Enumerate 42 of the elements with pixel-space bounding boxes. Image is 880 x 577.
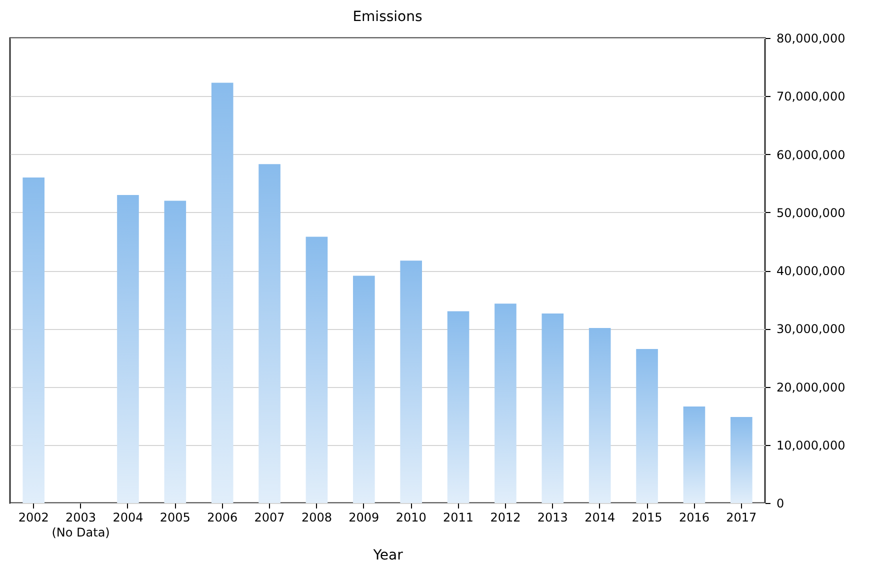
bar [352, 276, 375, 503]
x-tick-label: 2006 [207, 510, 238, 524]
bar [164, 200, 186, 503]
x-tick-label: 2016 [678, 510, 710, 524]
y-tick-label: 80,000,000 [776, 32, 846, 46]
bar [447, 311, 470, 503]
bar [683, 406, 706, 503]
x-tick-label: 2002 [18, 510, 49, 524]
bar [22, 178, 45, 503]
bar [258, 164, 280, 503]
bar [306, 236, 328, 503]
bar [636, 348, 658, 503]
x-tick-label: 2012 [490, 510, 521, 524]
bar [588, 328, 611, 503]
bar [494, 304, 516, 503]
bar [400, 260, 422, 503]
x-tick-label: 2008 [301, 510, 332, 524]
y-tick-label: 30,000,000 [776, 322, 846, 336]
x-axis-title: Year [372, 548, 404, 564]
chart-title: Emissions [352, 9, 422, 25]
x-tick-label: 2015 [632, 510, 662, 524]
x-tick-label: 2009 [348, 510, 380, 524]
x-tick-label: 2011 [443, 510, 474, 524]
y-tick-label: 50,000,000 [776, 206, 846, 220]
y-tick-label: 40,000,000 [776, 264, 846, 278]
x-tick-label: 2005 [160, 510, 190, 524]
y-tick-label: 20,000,000 [776, 380, 846, 394]
x-tick-label: 2017 [726, 510, 757, 524]
y-tick-label: 10,000,000 [776, 438, 846, 452]
bar [211, 82, 234, 503]
x-tick-label: 2013 [537, 510, 568, 524]
bar [730, 416, 752, 503]
x-tick-label: 2004 [112, 510, 144, 524]
bar [117, 194, 139, 503]
x-tick-label: 2014 [584, 510, 616, 524]
x-tick-label: 2007 [254, 510, 285, 524]
bar [542, 314, 564, 503]
x-tick-label: 2003 (No Data) [52, 510, 110, 540]
y-tick-label: 60,000,000 [776, 148, 846, 162]
y-tick-label: 70,000,000 [776, 90, 846, 104]
y-tick-label: 0 [776, 496, 784, 510]
x-tick-label: 2010 [396, 510, 426, 524]
